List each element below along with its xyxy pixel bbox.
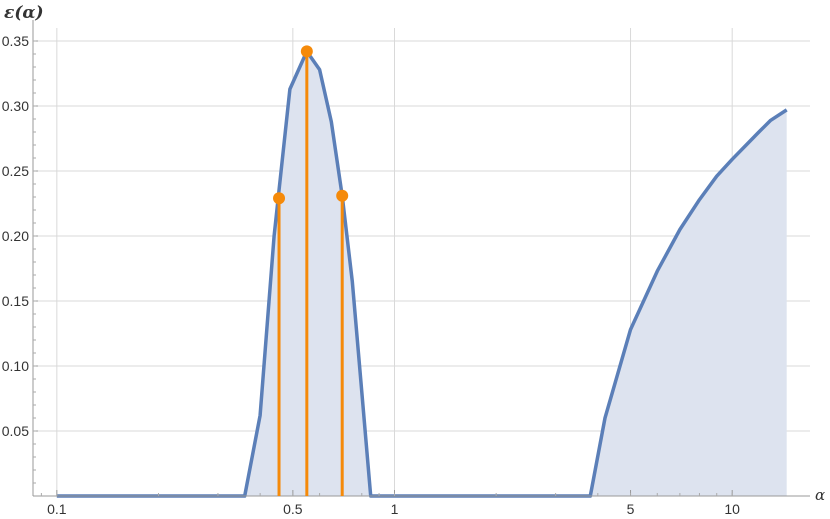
x-tick-label: 10 [724, 501, 740, 517]
y-tick-label: 0.10 [2, 358, 29, 374]
y-tick-label: 0.30 [2, 98, 29, 114]
grid-lines [33, 28, 810, 496]
y-tick-label: 0.15 [2, 293, 29, 309]
y-tick-label: 0.25 [2, 163, 29, 179]
marker-point [300, 45, 313, 58]
tick-marks: 0.05 0.10 0.15 0.20 0.25 0.30 0.35 0.1 0.5 1 5 10 [2, 33, 740, 517]
area-fill [56, 51, 787, 497]
axes [32, 20, 810, 497]
x-tick-label: 1 [391, 501, 399, 517]
y-tick-label: 0.35 [2, 33, 29, 49]
y-tick-label: 0.05 [2, 423, 29, 439]
marker-point [336, 189, 349, 202]
marker-point [273, 192, 286, 205]
x-tick-label: 0.5 [283, 501, 303, 517]
markers [273, 45, 349, 496]
y-axis-label: ε(α) [4, 3, 44, 23]
x-tick-label: 0.1 [47, 501, 67, 517]
y-tick-label: 0.20 [2, 228, 29, 244]
x-axis-label: α [815, 486, 825, 504]
x-tick-label: 5 [627, 501, 635, 517]
